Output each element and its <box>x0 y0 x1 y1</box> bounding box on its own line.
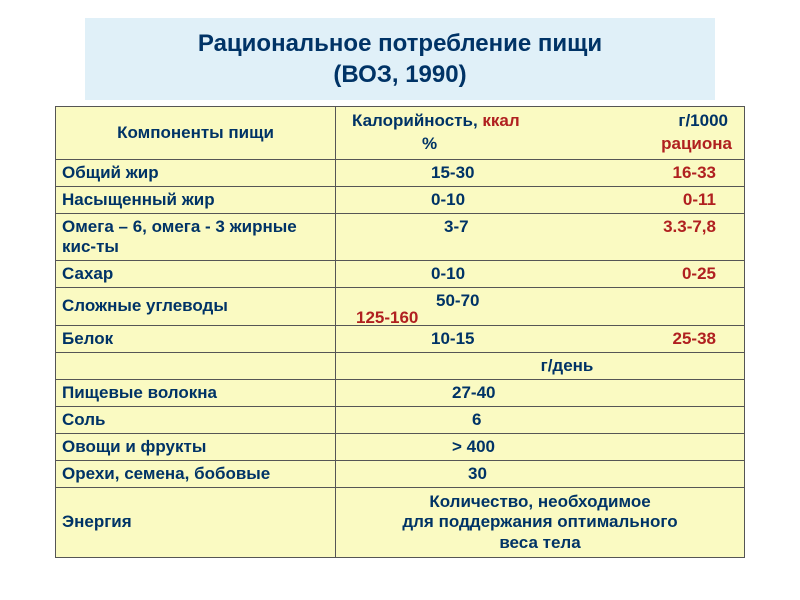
pct-value: 10-15 <box>431 329 474 349</box>
g-value: 0-11 <box>683 190 716 210</box>
table-row: Энергия Количество, необходимое для подд… <box>56 487 745 557</box>
g-value: 3.3-7,8 <box>663 217 716 237</box>
day-value: > 400 <box>342 437 738 457</box>
component-values: 0-10 0-11 <box>336 186 745 213</box>
title-line1: Рациональное потребление пищи <box>198 30 602 57</box>
table-row: Сложные углеводы 50-70 125-160 <box>56 287 745 325</box>
header-values: Калорийность, ккал г/1000 % рациона <box>336 107 745 160</box>
component-values: 50-70 125-160 <box>336 287 745 325</box>
day-value: 6 <box>342 410 738 430</box>
nutrition-table: Компоненты пищи Калорийность, ккал г/100… <box>55 106 745 558</box>
component-label: Орехи, семена, бобовые <box>56 460 336 487</box>
component-values: 3-7 3.3-7,8 <box>336 213 745 260</box>
table-header-row: Компоненты пищи Калорийность, ккал г/100… <box>56 107 745 160</box>
energy-value: Количество, необходимое для поддержания … <box>336 487 745 557</box>
slide-title: Рациональное потребление пищи (ВОЗ, 1990… <box>85 18 715 100</box>
table-row: Овощи и фрукты > 400 <box>56 433 745 460</box>
component-values: 6 <box>336 406 745 433</box>
table-row: Белок 10-15 25-38 <box>56 325 745 352</box>
table-row: Орехи, семена, бобовые 30 <box>56 460 745 487</box>
component-label: Пищевые волокна <box>56 379 336 406</box>
component-values: 30 <box>336 460 745 487</box>
table-row: Омега – 6, омега - 3 жирные кис-ты 3-7 3… <box>56 213 745 260</box>
component-label: Энергия <box>56 487 336 557</box>
pct-value: 0-10 <box>431 190 465 210</box>
component-label: Овощи и фрукты <box>56 433 336 460</box>
pct-value: 50-70 <box>436 291 479 311</box>
kcal-unit: ккал <box>482 111 519 130</box>
ration-label: рациона <box>661 133 738 156</box>
energy-line3: веса тела <box>499 533 580 552</box>
kcal-label: Калорийность, <box>352 111 478 130</box>
component-values: > 400 <box>336 433 745 460</box>
day-value: 30 <box>342 464 738 484</box>
g-value: 25-38 <box>673 329 716 349</box>
table-row: Соль 6 <box>56 406 745 433</box>
component-label: Соль <box>56 406 336 433</box>
pct-value: 3-7 <box>444 217 469 237</box>
component-label: Омега – 6, омега - 3 жирные кис-ты <box>56 213 336 260</box>
header-components: Компоненты пищи <box>56 107 336 160</box>
component-label: Белок <box>56 325 336 352</box>
component-label: Сложные углеводы <box>56 287 336 325</box>
component-label: Насыщенный жир <box>56 186 336 213</box>
table-row: Сахар 0-10 0-25 <box>56 260 745 287</box>
g1000-label: г/1000 <box>678 110 738 133</box>
pct-value: 0-10 <box>431 264 465 284</box>
gday-header: г/день <box>336 352 745 379</box>
energy-line2: для поддержания оптимального <box>402 512 677 531</box>
table-row: Пищевые волокна 27-40 <box>56 379 745 406</box>
g-value: 16-33 <box>673 163 716 183</box>
pct-value: 15-30 <box>431 163 474 183</box>
title-line2: (ВОЗ, 1990) <box>333 61 466 88</box>
day-value: 27-40 <box>342 383 738 403</box>
component-values: 15-30 16-33 <box>336 159 745 186</box>
table-subheader-row: г/день <box>56 352 745 379</box>
component-values: 0-10 0-25 <box>336 260 745 287</box>
component-values: 27-40 <box>336 379 745 406</box>
component-label: Общий жир <box>56 159 336 186</box>
table-row: Общий жир 15-30 16-33 <box>56 159 745 186</box>
g-value: 0-25 <box>682 264 716 284</box>
component-label: Сахар <box>56 260 336 287</box>
table-row: Насыщенный жир 0-10 0-11 <box>56 186 745 213</box>
energy-line1: Количество, необходимое <box>429 492 650 511</box>
empty-cell <box>56 352 336 379</box>
component-values: 10-15 25-38 <box>336 325 745 352</box>
percent-label: % <box>342 133 437 156</box>
